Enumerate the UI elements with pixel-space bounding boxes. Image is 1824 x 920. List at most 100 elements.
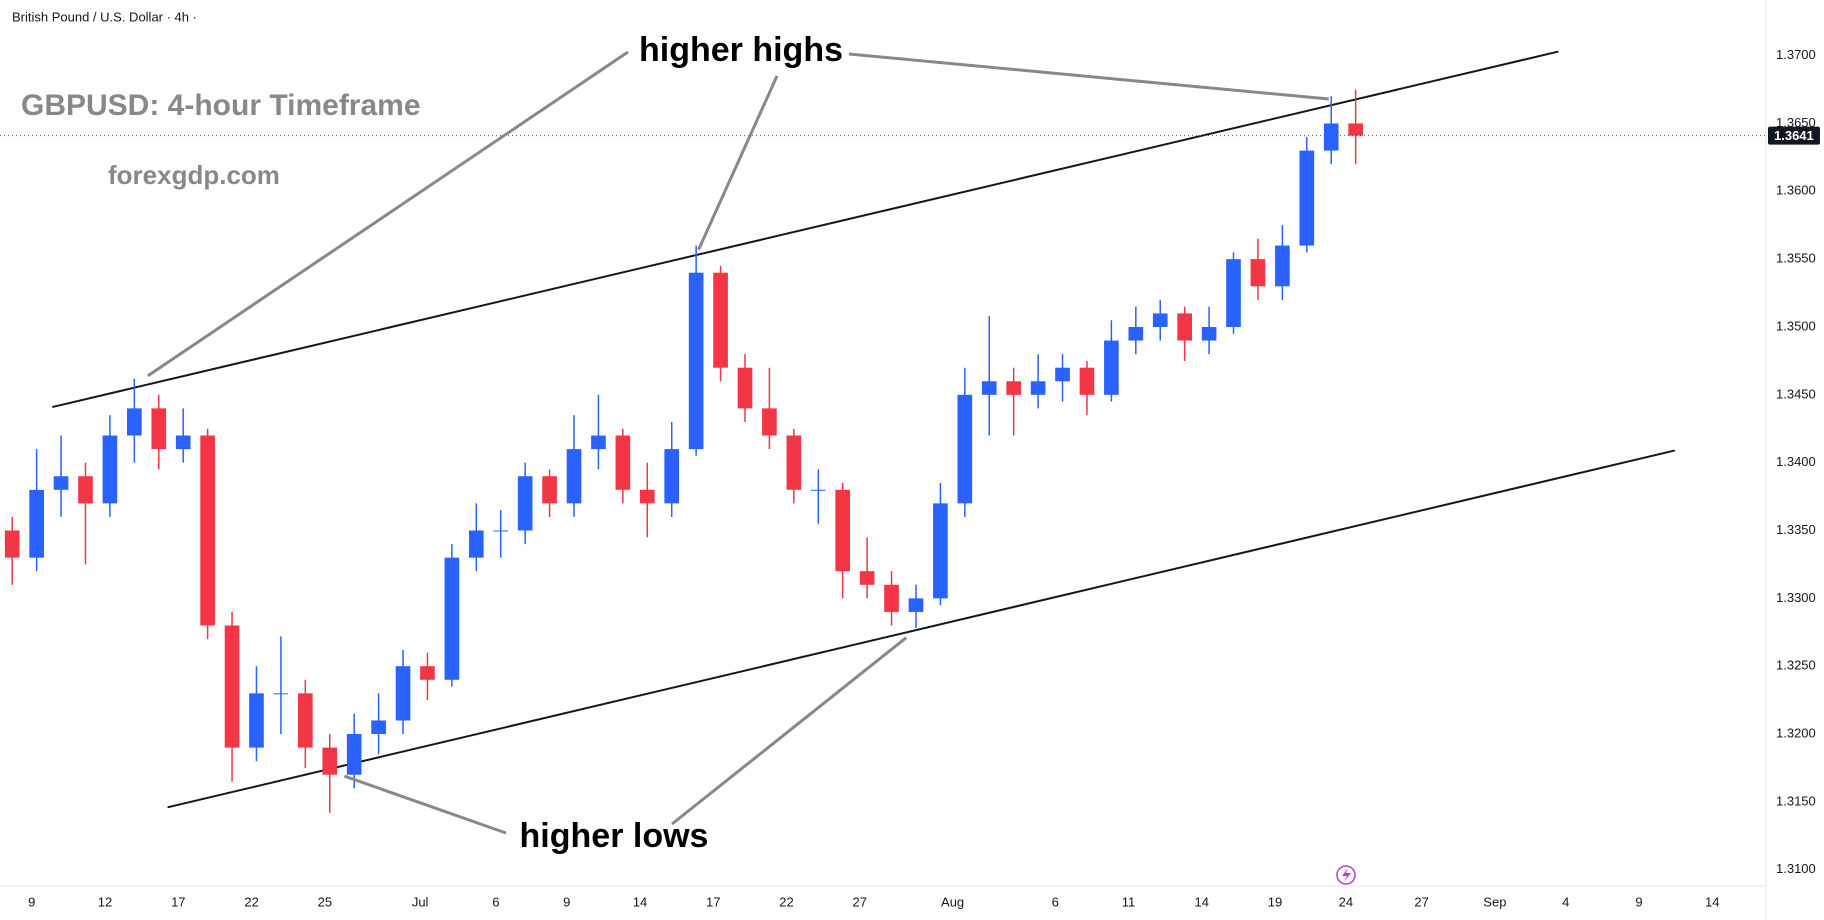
candle-body bbox=[1177, 313, 1192, 341]
y-tick-label: 1.3250 bbox=[1776, 658, 1816, 673]
candle-body bbox=[713, 272, 728, 368]
candle-body bbox=[639, 489, 655, 504]
y-tick-label: 1.3350 bbox=[1776, 522, 1816, 537]
annotation-pointer bbox=[671, 636, 908, 826]
candle-body bbox=[737, 367, 753, 409]
x-tick-label: 27 bbox=[853, 894, 867, 909]
last-price-label: 1.3641 bbox=[1774, 128, 1814, 143]
x-tick-label: 11 bbox=[1122, 894, 1136, 909]
candle-body bbox=[591, 435, 606, 450]
y-tick-label: 1.3450 bbox=[1776, 386, 1816, 401]
symbol-header: British Pound / U.S. Dollar · 4h · bbox=[12, 9, 197, 24]
candle-body bbox=[542, 476, 557, 504]
candle-body bbox=[175, 435, 191, 450]
candle-body bbox=[29, 489, 44, 558]
candle-body bbox=[468, 530, 484, 558]
candle-body bbox=[566, 449, 582, 504]
x-tick-label: 6 bbox=[1052, 894, 1059, 909]
candle-body bbox=[1299, 150, 1315, 246]
candle-body bbox=[908, 598, 924, 612]
annotation-pointer bbox=[848, 52, 1329, 101]
lightning-icon bbox=[1336, 865, 1356, 885]
candle-body bbox=[297, 693, 313, 748]
candle-body bbox=[981, 381, 997, 395]
candle-body bbox=[1323, 123, 1339, 151]
y-tick-label: 1.3300 bbox=[1776, 590, 1816, 605]
chart-subtitle: forexgdp.com bbox=[108, 160, 280, 190]
candle-body bbox=[4, 530, 20, 558]
annotation-text: higher highs bbox=[639, 31, 843, 69]
candle-body bbox=[224, 625, 240, 748]
candle-body bbox=[346, 734, 362, 775]
annotation-text: higher lows bbox=[520, 817, 709, 855]
candle-body bbox=[1152, 313, 1168, 327]
x-tick-label: 17 bbox=[171, 894, 185, 909]
y-tick-label: 1.3700 bbox=[1776, 47, 1816, 62]
trend-line bbox=[167, 449, 1676, 809]
y-tick-label: 1.3100 bbox=[1776, 861, 1816, 876]
candle-body bbox=[1226, 259, 1241, 327]
x-tick-label: 6 bbox=[492, 894, 499, 909]
x-tick-label: 19 bbox=[1268, 894, 1282, 909]
candle-body bbox=[273, 693, 289, 695]
x-tick-label: Jul bbox=[412, 894, 429, 909]
x-tick-label: Aug bbox=[941, 894, 964, 909]
candle-body bbox=[786, 435, 802, 490]
candle-body bbox=[151, 408, 167, 450]
annotation-pointer bbox=[146, 50, 629, 378]
y-tick-label: 1.3600 bbox=[1776, 183, 1816, 198]
y-tick-label: 1.3200 bbox=[1776, 725, 1816, 740]
x-tick-label: Sep bbox=[1483, 894, 1506, 909]
candle-body bbox=[615, 435, 631, 490]
candle-body bbox=[1201, 326, 1217, 341]
candle-body bbox=[371, 720, 386, 735]
candle-body bbox=[102, 435, 118, 504]
candle-body bbox=[420, 666, 435, 680]
y-tick-label: 1.3650 bbox=[1776, 115, 1816, 130]
x-tick-label: 22 bbox=[779, 894, 793, 909]
candle-body bbox=[884, 584, 899, 612]
trend-line bbox=[52, 50, 1559, 409]
x-tick-label: 14 bbox=[633, 894, 647, 909]
candle-body bbox=[1348, 123, 1363, 136]
candle-body bbox=[1079, 367, 1095, 395]
candle-body bbox=[53, 476, 69, 490]
annotation-pointer bbox=[343, 774, 507, 835]
candle-body bbox=[762, 408, 777, 436]
candle-body bbox=[1006, 381, 1022, 395]
candle-body bbox=[1275, 245, 1290, 287]
x-tick-label: 9 bbox=[28, 894, 35, 909]
candle-body bbox=[1104, 340, 1119, 395]
candle-body bbox=[517, 476, 533, 531]
candle-body bbox=[1030, 381, 1046, 395]
x-tick-label: 25 bbox=[318, 894, 332, 909]
last-price-box bbox=[1768, 126, 1820, 145]
x-tick-label: 17 bbox=[706, 894, 720, 909]
x-tick-label: 27 bbox=[1414, 894, 1428, 909]
candle-body bbox=[395, 666, 411, 721]
candle-body bbox=[249, 693, 264, 748]
candle-body bbox=[200, 435, 215, 626]
candle-body bbox=[78, 476, 93, 504]
x-tick-label: 14 bbox=[1705, 894, 1719, 909]
candle-body bbox=[444, 557, 460, 680]
x-tick-label: 12 bbox=[98, 894, 112, 909]
x-tick-label: 22 bbox=[244, 894, 258, 909]
candle-body bbox=[127, 408, 142, 436]
y-tick-label: 1.3150 bbox=[1776, 793, 1816, 808]
y-tick-label: 1.3500 bbox=[1776, 318, 1816, 333]
candle-body bbox=[859, 571, 875, 585]
y-tick-label: 1.3400 bbox=[1776, 454, 1816, 469]
candle-body bbox=[835, 489, 851, 572]
candle-body bbox=[933, 503, 948, 599]
chart-title: GBPUSD: 4-hour Timeframe bbox=[21, 89, 421, 122]
candle-body bbox=[1250, 259, 1266, 287]
candle-body bbox=[493, 530, 509, 532]
x-tick-label: 14 bbox=[1195, 894, 1209, 909]
x-tick-label: 9 bbox=[563, 894, 570, 909]
x-tick-label: 4 bbox=[1562, 894, 1569, 909]
annotation-pointer bbox=[697, 75, 779, 251]
